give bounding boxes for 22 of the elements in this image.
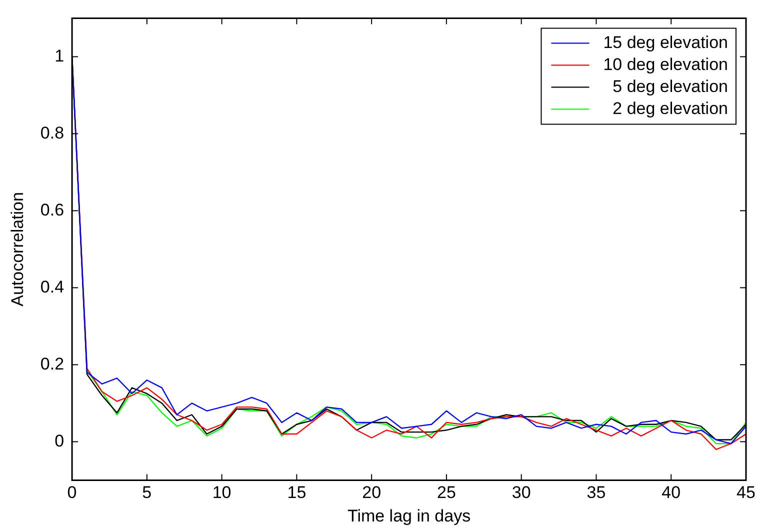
y-tick-label: 0 — [54, 431, 64, 450]
x-tick-label: 15 — [287, 483, 306, 502]
x-tick-label: 40 — [662, 483, 681, 502]
legend-label: 5 deg elevation — [612, 76, 728, 96]
y-tick-label: 1 — [54, 46, 64, 66]
legend-label: 15 deg elevation — [603, 32, 728, 52]
x-tick-label: 25 — [437, 483, 456, 502]
y-axis-title: Autocorrelation — [8, 192, 27, 306]
y-tick-label: 0.4 — [40, 277, 64, 296]
x-tick-label: 5 — [142, 483, 152, 502]
legend-label: 2 deg elevation — [612, 98, 728, 118]
legend-label: 10 deg elevation — [603, 54, 728, 74]
y-tick-label: 0.2 — [40, 354, 64, 374]
x-tick-label: 10 — [212, 483, 232, 502]
x-axis-title: Time lag in days — [347, 506, 471, 526]
y-tick-label: 0.8 — [40, 123, 64, 142]
x-tick-label: 0 — [67, 483, 77, 502]
x-tick-label: 45 — [736, 483, 756, 502]
x-tick-label: 30 — [512, 483, 531, 502]
x-tick-label: 35 — [586, 483, 606, 502]
y-tick-label: 0.6 — [40, 200, 64, 220]
x-tick-label: 20 — [362, 483, 382, 502]
